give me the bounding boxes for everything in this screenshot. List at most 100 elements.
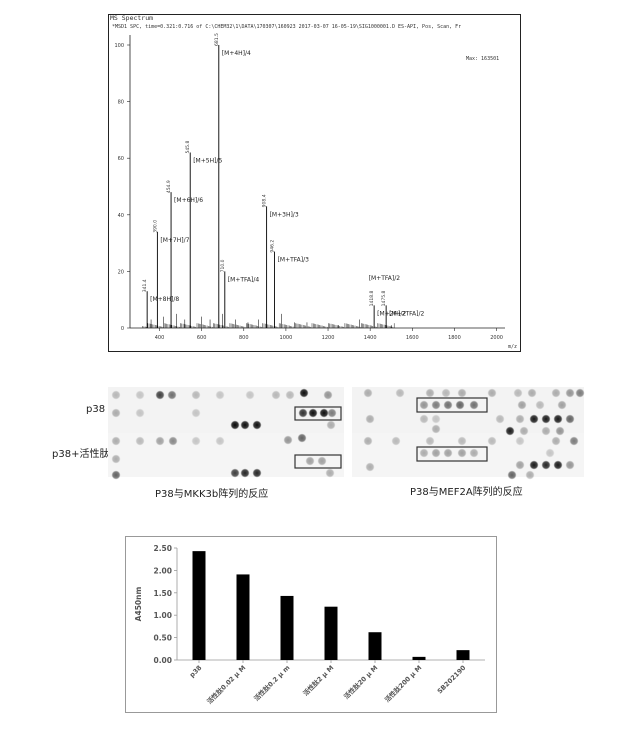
- array-spot: [425, 388, 435, 398]
- array-spot: [569, 436, 579, 446]
- ms-peak-ion-label: [M+2H]/2: [377, 310, 406, 317]
- elisa-bar: [280, 595, 294, 660]
- array-spot: [191, 408, 201, 418]
- elisa-y-tick-label: 2.00: [153, 566, 172, 575]
- elisa-x-tick-label: 活性肽2 μ M: [301, 663, 336, 698]
- ms-peak-mz-label: 1475.8: [381, 290, 387, 306]
- elisa-y-tick-label: 1.00: [153, 611, 172, 620]
- array-spot: [565, 460, 575, 470]
- array-spot: [298, 408, 308, 418]
- array-spot: [215, 390, 225, 400]
- ms-y-tick-label: 0: [121, 326, 124, 332]
- ms-peak-ion-label: [M+3H]/3: [270, 211, 299, 218]
- array-spot: [551, 388, 561, 398]
- ms-peak-ion-label: [M+TFA]/4: [228, 276, 260, 283]
- array-spot: [469, 400, 479, 410]
- array-spot: [111, 470, 121, 480]
- array-spot: [155, 390, 165, 400]
- array-spot: [297, 433, 307, 443]
- array-spot: [191, 390, 201, 400]
- array-spot: [230, 420, 240, 430]
- array-spot: [419, 414, 429, 424]
- array-spot: [565, 388, 575, 398]
- elisa-bar: [456, 650, 470, 660]
- ms-y-tick-label: 20: [118, 269, 124, 275]
- array-spot: [457, 388, 467, 398]
- elisa-chart-frame: [125, 536, 497, 713]
- highlight-box-mef2a-peptide: [416, 446, 488, 462]
- array-spot: [487, 388, 497, 398]
- elisa-y-tick-label: 0.50: [153, 634, 172, 643]
- ms-axes: 400 600 800 1000 1200 1400 1600 1800 2000 0 20 40 60…: [114, 35, 505, 341]
- array-spot: [557, 400, 567, 410]
- array-spot: [299, 388, 309, 398]
- array-spot: [515, 436, 525, 446]
- array-spot: [135, 390, 145, 400]
- array-spot: [515, 414, 525, 424]
- caption-mef2a: P38与MEF2A阵列的反应: [410, 487, 523, 498]
- array-spot: [519, 426, 529, 436]
- ms-peak-ion-label: [M+2TFA]/2: [389, 310, 424, 317]
- ms-x-tick-label: 1800: [448, 335, 461, 341]
- array-spot: [111, 390, 121, 400]
- array-spot: [111, 436, 121, 446]
- elisa-bar: [192, 551, 206, 660]
- ms-peak-labels: 341.4[M+8H]/8 390.0[M+7H]/7 454.9[M+6H]/6 5…: [142, 33, 424, 317]
- array-spot: [441, 388, 451, 398]
- array-spot: [305, 456, 315, 466]
- array-spot: [319, 408, 329, 418]
- array-spot: [457, 436, 467, 446]
- ms-header-title: MS Spectrum: [110, 14, 154, 22]
- array-spot: [457, 448, 467, 458]
- array-spot: [327, 408, 337, 418]
- array-spot: [391, 436, 401, 446]
- array-spot: [325, 468, 335, 478]
- array-spot: [425, 436, 435, 446]
- array-spot: [419, 448, 429, 458]
- array-spot: [135, 436, 145, 446]
- array-spot: [525, 470, 535, 480]
- ms-x-unit: m/z: [508, 344, 518, 350]
- elisa-x-tick-label: 活性肽20 μ M: [342, 663, 380, 701]
- array-spot: [395, 388, 405, 398]
- ms-peak-ion-label: [M+7H]/7: [160, 237, 189, 244]
- ms-peak-mz-label: 390.0: [152, 220, 158, 233]
- elisa-bar: [412, 656, 426, 660]
- elisa-labels: p38 活性肽0.02 μ M 活性肽0.2 μ m 活性肽2 μ M 活性肽20 μ …: [188, 663, 468, 706]
- array-spot: [431, 414, 441, 424]
- array-spot: [323, 390, 333, 400]
- array-spot: [283, 435, 293, 445]
- elisa-bar: [368, 632, 382, 660]
- ms-spectrum-chart: 400 600 800 1000 1200 1400 1600 1800 2000 0 20 40 60…: [114, 33, 505, 341]
- ms-peak-ion-label: [M+TFA]/3: [278, 257, 310, 264]
- array-spot: [285, 390, 295, 400]
- array-spot: [431, 448, 441, 458]
- array-blots: [108, 387, 585, 480]
- array-spot: [487, 436, 497, 446]
- array-spot: [191, 436, 201, 446]
- ms-peaks: [146, 45, 387, 328]
- ms-peak-mz-label: 341.4: [142, 279, 148, 292]
- elisa-x-tick-label: 活性肽200 μ M: [383, 663, 424, 704]
- array-spot: [419, 400, 429, 410]
- array-spot: [553, 414, 563, 424]
- elisa-y-tick-label: 1.50: [153, 589, 172, 598]
- ms-baseline-noise: [142, 323, 395, 328]
- array-spot: [363, 388, 373, 398]
- array-spot: [527, 388, 537, 398]
- ms-x-tick-label: 1200: [322, 335, 335, 341]
- ms-x-tick-label: 800: [239, 335, 249, 341]
- array-spot: [541, 460, 551, 470]
- ms-peak-ion-label: [M+5H]/5: [193, 158, 222, 165]
- blot-mef2a-peptide: [352, 433, 584, 477]
- array-spot: [495, 414, 505, 424]
- blot-dots: [111, 388, 585, 480]
- array-spot: [111, 454, 121, 464]
- array-spot: [515, 460, 525, 470]
- array-spot: [326, 420, 336, 430]
- caption-mkk3b: P38与MKK3b阵列的反应: [155, 489, 269, 500]
- array-spot: [317, 456, 327, 466]
- ms-peak-ion-label: [M+4H]/4: [222, 50, 251, 57]
- ms-noise: [142, 313, 395, 328]
- array-spot: [245, 390, 255, 400]
